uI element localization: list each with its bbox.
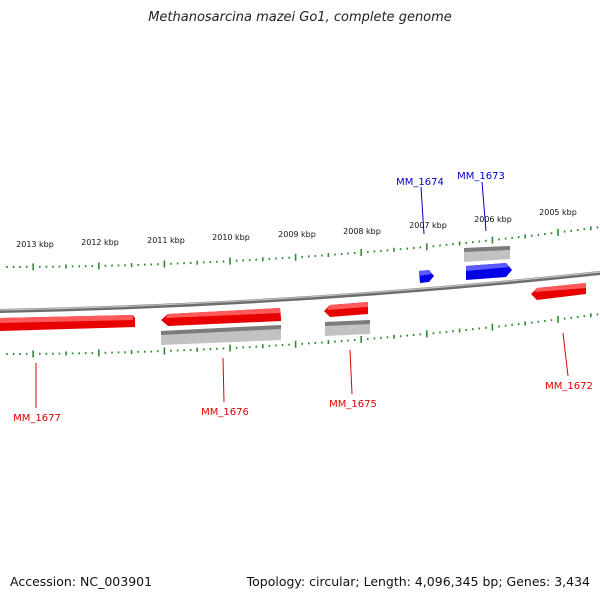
scale-label: 2009 kbp [278,230,316,239]
gene-label-MM_1674[interactable]: MM_1674 [396,177,444,188]
genome-summary-text: Topology: circular; Length: 4,096,345 bp… [246,574,590,589]
genome-backbone-highlight [0,271,600,311]
scale-label: 2012 kbp [81,238,119,247]
gene-MM_1673-cds[interactable] [464,246,510,262]
gene-label-leader [349,349,353,395]
scale-label: 2007 kbp [409,221,447,230]
gene-MM_1675-feature[interactable] [324,302,368,317]
gene-label-leader [420,186,425,235]
gene-label-MM_1677[interactable]: MM_1677 [13,413,61,424]
scale-label: 2011 kbp [147,236,185,245]
gene-label-leader [562,332,569,377]
gene-label-MM_1672[interactable]: MM_1672 [545,381,593,392]
scale-label: 2005 kbp [539,208,577,217]
scale-label: 2013 kbp [16,240,54,249]
gene-MM_1673-feature[interactable] [466,263,512,280]
gene-label-MM_1676[interactable]: MM_1676 [201,407,249,418]
genome-backbone [0,271,600,313]
lower-scale-ruler [6,313,599,358]
gene-MM_1672-feature[interactable] [531,283,586,300]
scale-label: 2008 kbp [343,227,381,236]
gene-MM_1677-feature[interactable] [0,315,135,331]
gene-MM_1676-feature[interactable] [161,308,281,326]
scale-label: 2010 kbp [212,233,250,242]
gene-label-MM_1673[interactable]: MM_1673 [457,171,505,182]
accession-text: Accession: NC_003901 [10,574,153,589]
upper-scale-ruler [6,226,599,271]
gene-MM_1674-feature[interactable] [419,270,434,283]
scale-label: 2006 kbp [474,215,512,224]
genome-title: Methanosarcina mazei Go1, complete genom… [148,10,452,25]
gene-label-leader [481,181,487,232]
gene-label-leader [222,357,225,403]
gene-MM_1675-cds[interactable] [325,320,370,336]
gene-MM_1676-cds[interactable] [161,325,281,345]
gene-label-MM_1675[interactable]: MM_1675 [329,399,377,410]
